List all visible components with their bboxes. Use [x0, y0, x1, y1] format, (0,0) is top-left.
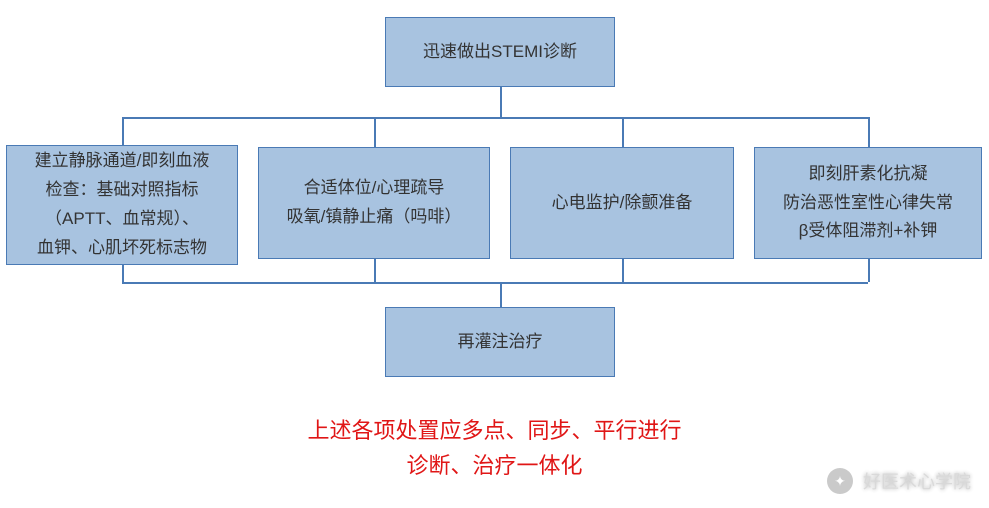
footer-line: 上述各项处置应多点、同步、平行进行	[0, 413, 989, 448]
node-text-line: 即刻肝素化抗凝	[809, 160, 928, 189]
node-text-line: 再灌注治疗	[458, 328, 543, 357]
node-text-line: 迅速做出STEMI诊断	[423, 38, 577, 67]
node-text-line: 防治恶性室性心律失常	[783, 189, 953, 218]
flow-node-middle-4: 即刻肝素化抗凝防治恶性室性心律失常β受体阻滞剂+补钾	[754, 147, 982, 259]
wechat-icon: ✦	[827, 468, 853, 494]
node-text-line: 检查：基础对照指标	[46, 176, 199, 205]
flow-node-middle-3: 心电监护/除颤准备	[510, 147, 734, 259]
node-text-line: 吸氧/镇静止痛（吗啡）	[287, 203, 462, 232]
node-text-line: β受体阻滞剂+补钾	[799, 217, 938, 246]
flow-node-bottom: 再灌注治疗	[385, 307, 615, 377]
flow-node-top: 迅速做出STEMI诊断	[385, 17, 615, 87]
watermark-text: 好医术心学院	[863, 468, 971, 494]
node-text-line: 建立静脉通道/即刻血液	[35, 147, 210, 176]
node-text-line: 血钾、心肌坏死标志物	[37, 234, 207, 263]
node-text-line: 合适体位/心理疏导	[304, 174, 445, 203]
node-text-line: （APTT、血常规）、	[45, 205, 199, 234]
flow-node-middle-2: 合适体位/心理疏导吸氧/镇静止痛（吗啡）	[258, 147, 490, 259]
node-text-line: 心电监护/除颤准备	[552, 189, 693, 218]
watermark: ✦ 好医术心学院	[827, 468, 971, 494]
flow-node-middle-1: 建立静脉通道/即刻血液检查：基础对照指标（APTT、血常规）、血钾、心肌坏死标志…	[6, 145, 238, 265]
